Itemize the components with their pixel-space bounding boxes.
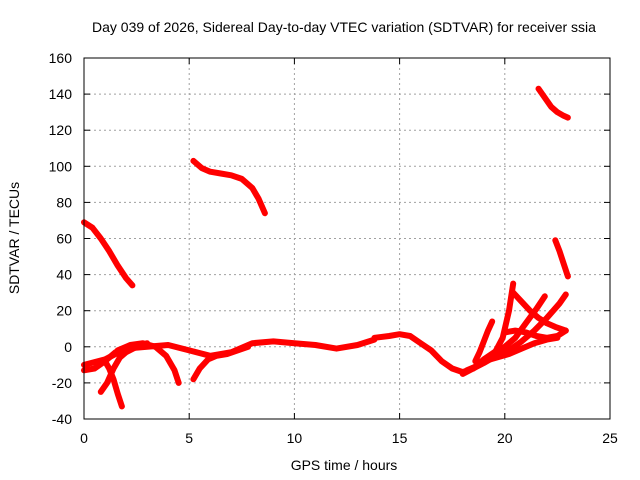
series-arc-1: [81, 219, 136, 289]
x-axis-label: GPS time / hours: [291, 457, 398, 473]
series-layer: [81, 85, 571, 410]
chart-title: Day 039 of 2026, Sidereal Day-to-day VTE…: [92, 19, 596, 35]
x-tick-label: 15: [392, 430, 408, 446]
x-axis-ticks: 0 5 10 15 20 25: [80, 58, 618, 446]
series-arc-17: [472, 318, 496, 365]
y-tick-label: 160: [49, 50, 73, 66]
series-arc-3: [535, 85, 571, 121]
y-tick-label: 40: [56, 267, 72, 283]
y-tick-label: 20: [56, 303, 72, 319]
series-arc-15: [510, 289, 569, 334]
y-tick-label: -20: [52, 375, 72, 391]
series-arc-10: [114, 340, 182, 386]
y-tick-label: -40: [52, 411, 72, 427]
y-tick-label: 100: [49, 158, 73, 174]
x-tick-label: 10: [287, 430, 303, 446]
y-tick-label: 60: [56, 231, 72, 247]
series-arc-2: [190, 157, 268, 217]
series-arc-4: [552, 237, 571, 280]
series-arc-11: [190, 343, 252, 383]
series-arc-9: [102, 358, 125, 410]
x-tick-label: 5: [185, 430, 193, 446]
y-axis-ticks: -40 -20 0 20 40 60 80 100 120 140 160: [49, 50, 610, 427]
y-tick-label: 80: [56, 194, 72, 210]
y-tick-label: 140: [49, 86, 73, 102]
x-tick-label: 20: [497, 430, 513, 446]
x-tick-label: 25: [602, 430, 618, 446]
series-arc-18: [501, 327, 569, 341]
plot-frame: [83, 57, 611, 420]
grid-lines: [84, 58, 610, 419]
y-tick-label: 120: [49, 122, 73, 138]
y-tick-label: 0: [64, 339, 72, 355]
y-axis-label: SDTVAR / TECUs: [6, 182, 22, 294]
x-tick-label: 0: [80, 430, 88, 446]
